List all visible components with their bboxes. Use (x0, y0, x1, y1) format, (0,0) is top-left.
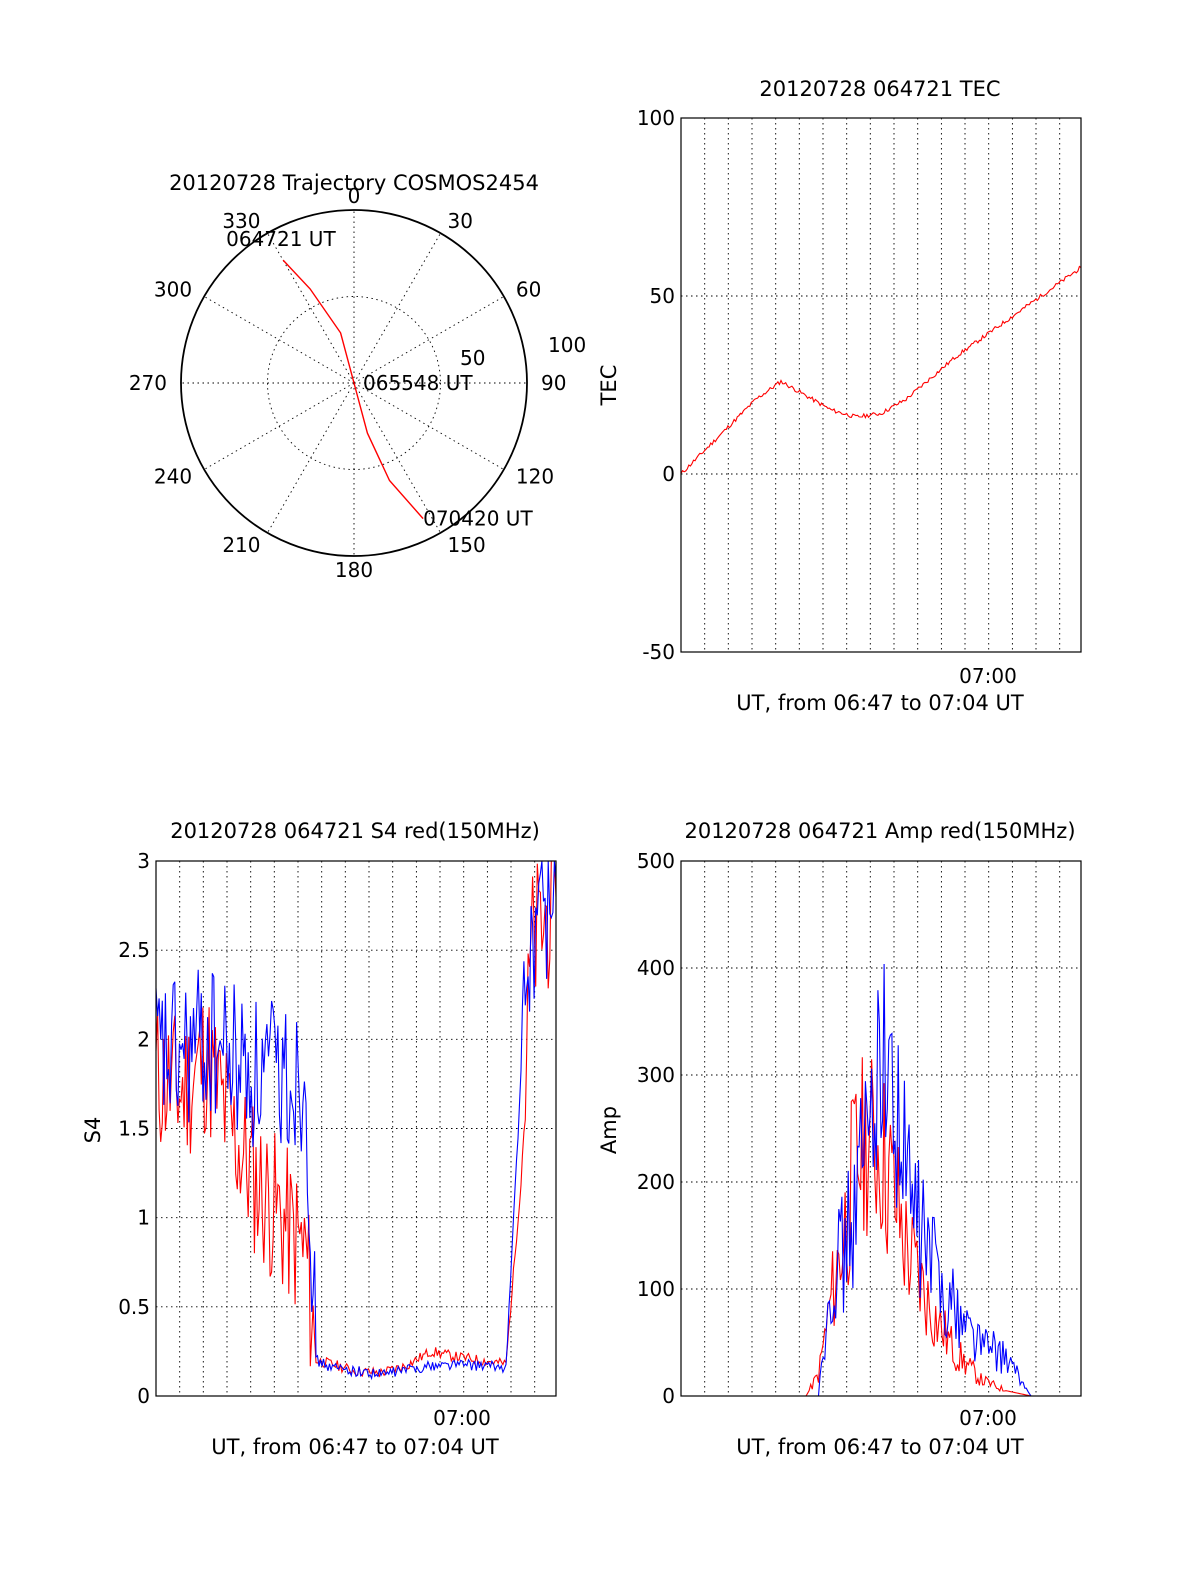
polar-spoke (267, 232, 355, 384)
amp-x-axis-label: UT, from 06:47 to 07:04 UT (736, 1435, 1024, 1459)
data-series-line (680, 265, 1082, 474)
polar-spoke (353, 382, 441, 534)
y-tick-label: 300 (637, 1063, 675, 1087)
y-tick-label: 100 (637, 1277, 675, 1301)
trajectory-polar-chart: 20120728 Trajectory COSMOS2454 0 30 60 90 12… (129, 171, 586, 582)
s4-x-tick-label: 07:00 (433, 1406, 491, 1430)
tec-chart: 20120728 064721 TEC UT, from 06:47 to 07… (597, 77, 1082, 715)
tec-chart-title: 20120728 064721 TEC (759, 77, 1000, 101)
polar-azimuth-label: 60 (516, 278, 541, 302)
y-tick-label: 50 (650, 284, 675, 308)
polar-spoke (203, 296, 355, 384)
s4-y-axis-label: S4 (81, 1117, 105, 1144)
y-tick-label: 200 (637, 1170, 675, 1194)
polar-azimuth-label: 300 (154, 278, 192, 302)
polar-spoke (353, 232, 441, 384)
plot-frame (680, 117, 1082, 653)
data-series-line (155, 860, 557, 1381)
polar-radial-label: 50 (460, 346, 485, 370)
y-tick-label: 400 (637, 956, 675, 980)
plot-frame (155, 860, 557, 1397)
y-tick-label: 1.5 (118, 1117, 150, 1141)
polar-chart-title: 20120728 Trajectory COSMOS2454 (169, 171, 539, 195)
polar-radial-label: 100 (548, 333, 586, 357)
polar-outer-ring (180, 209, 528, 557)
data-series-line (155, 860, 557, 1378)
s4-chart: 20120728 064721 S4 red(150MHz) UT, from … (81, 819, 557, 1459)
trajectory-time-annotation: 064721 UT (226, 227, 336, 251)
y-tick-label: 500 (637, 849, 675, 873)
y-tick-label: 100 (637, 106, 675, 130)
polar-spoke (353, 296, 505, 384)
tec-x-tick-label: 07:00 (959, 664, 1017, 688)
polar-spoke (267, 382, 355, 534)
polar-azimuth-label: 330 (222, 209, 260, 233)
amp-y-axis-label: Amp (597, 1106, 621, 1154)
trajectory-line (282, 259, 424, 520)
polar-azimuth-label: 120 (516, 465, 554, 489)
y-tick-label: 0 (662, 462, 675, 486)
y-tick-label: 0.5 (118, 1295, 150, 1319)
polar-azimuth-label: 240 (154, 465, 192, 489)
plot-frame (680, 860, 1082, 1397)
amp-chart-title: 20120728 064721 Amp red(150MHz) (684, 819, 1075, 843)
polar-azimuth-label: 270 (129, 371, 167, 395)
polar-spoke (203, 382, 355, 470)
y-tick-label: 0 (137, 1384, 150, 1408)
tec-x-axis-label: UT, from 06:47 to 07:04 UT (736, 691, 1024, 715)
y-tick-label: 2.5 (118, 938, 150, 962)
polar-azimuth-label: 90 (541, 371, 566, 395)
polar-spoke (353, 382, 505, 470)
trajectory-time-annotation: 065548 UT (363, 371, 473, 395)
data-series-line (681, 963, 1081, 1397)
amp-x-tick-label: 07:00 (959, 1406, 1017, 1430)
tec-y-axis-label: TEC (597, 365, 621, 407)
y-tick-label: 0 (662, 1384, 675, 1408)
y-tick-label: 3 (137, 849, 150, 873)
amp-chart: 20120728 064721 Amp red(150MHz) UT, from… (597, 819, 1082, 1459)
polar-azimuth-label: 180 (335, 558, 373, 582)
y-tick-label: -50 (642, 640, 675, 664)
s4-x-axis-label: UT, from 06:47 to 07:04 UT (211, 1435, 499, 1459)
y-tick-label: 2 (137, 1027, 150, 1051)
polar-azimuth-label: 210 (222, 533, 260, 557)
y-tick-label: 1 (137, 1206, 150, 1230)
polar-azimuth-label: 150 (448, 533, 486, 557)
trajectory-time-annotation: 070420 UT (423, 507, 533, 531)
polar-azimuth-label: 0 (348, 184, 361, 208)
s4-chart-title: 20120728 064721 S4 red(150MHz) (170, 819, 540, 843)
polar-azimuth-label: 30 (448, 209, 473, 233)
